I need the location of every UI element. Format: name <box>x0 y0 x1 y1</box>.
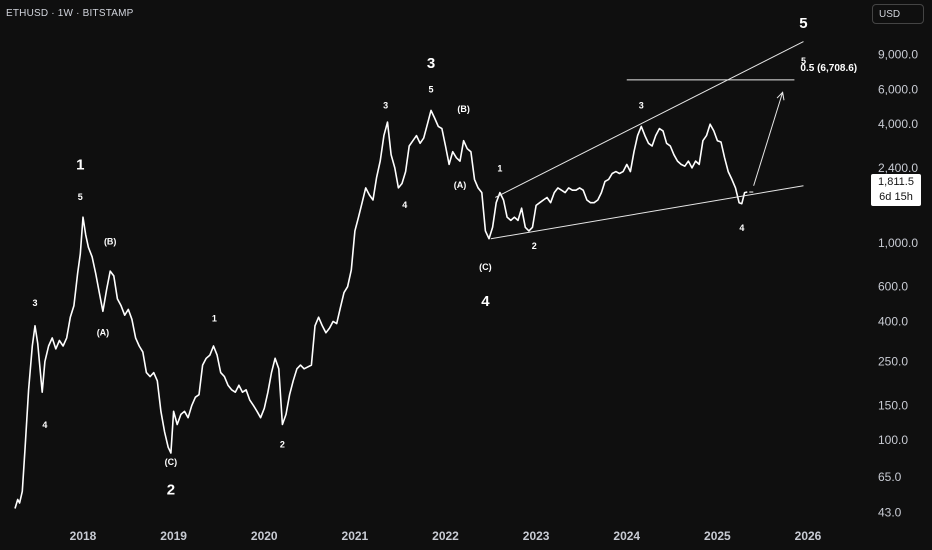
wave-label: 3 <box>32 298 37 308</box>
last-price-tag: 1,811.5 6d 15h <box>871 174 921 206</box>
x-tick-label: 2022 <box>432 529 459 543</box>
y-tick-label: 6,000.0 <box>878 82 918 96</box>
x-axis[interactable]: 2018 2019 2020 2021 2022 2023 2024 2025 2026 <box>70 529 822 543</box>
wave-label: (B) <box>104 237 117 247</box>
x-tick-label: 2019 <box>160 529 187 543</box>
currency-selector[interactable]: USD <box>872 4 924 24</box>
y-tick-label: 150.0 <box>878 398 908 412</box>
price-series-layer <box>14 109 748 509</box>
projection-arrow <box>753 92 784 186</box>
wave-label: 5 <box>801 56 806 66</box>
wave-label: 4 <box>481 293 490 310</box>
y-tick-label: 2,400.0 <box>878 161 918 175</box>
wave-label: 1 <box>497 164 502 174</box>
wave-label: 5 <box>78 192 83 202</box>
wedge-lower <box>490 185 804 240</box>
y-tick-label: 100.0 <box>878 433 908 447</box>
x-tick-label: 2026 <box>795 529 822 543</box>
x-tick-label: 2018 <box>70 529 97 543</box>
x-tick-label: 2021 <box>342 529 369 543</box>
wave-label: 2 <box>532 241 537 251</box>
y-tick-label: 65.0 <box>878 470 902 484</box>
wedge-upper <box>495 41 804 198</box>
wave-label: 1 <box>212 313 217 323</box>
y-tick-label: 9,000.0 <box>878 48 918 62</box>
wave-label: 2 <box>280 439 285 449</box>
wave-label: 2 <box>167 482 175 499</box>
wave-label: (A) <box>454 180 467 190</box>
wave-label: (A) <box>97 327 110 337</box>
wave-label: (C) <box>479 262 492 272</box>
wave-label: 4 <box>42 420 47 430</box>
wave-label: (C) <box>165 457 178 467</box>
wave-label: 1 <box>76 157 84 174</box>
y-axis[interactable]: 9,000.0 6,000.0 4,000.0 2,400.0 1,000.0 600.0… <box>878 48 918 520</box>
x-tick-label: 2024 <box>613 529 640 543</box>
wave-label: 5 <box>799 15 807 32</box>
bar-countdown: 6d 15h <box>879 191 913 203</box>
wave-label: 3 <box>383 101 388 111</box>
x-tick-label: 2023 <box>523 529 550 543</box>
x-tick-label: 2025 <box>704 529 731 543</box>
y-tick-label: 600.0 <box>878 280 908 294</box>
wave-label: 3 <box>427 55 435 72</box>
projection-arrowhead <box>776 91 785 101</box>
y-tick-label: 250.0 <box>878 355 908 369</box>
x-tick-label: 2020 <box>251 529 278 543</box>
wave-label-layer: 1 5 3 4 (B) (A) (C) 2 1 2 3 5 3 4 (B) (A) (C) 4 1 2 3 4 5 5 <box>32 15 807 499</box>
trendline-layer <box>490 41 804 240</box>
wave-label: 4 <box>402 200 407 210</box>
wave-label: 4 <box>739 223 744 233</box>
wave-label: (B) <box>457 104 470 114</box>
price-line <box>14 109 748 509</box>
symbol-title[interactable]: ETHUSD · 1W · BITSTAMP <box>6 8 134 19</box>
y-tick-label: 400.0 <box>878 314 908 328</box>
y-tick-label: 1,000.0 <box>878 236 918 250</box>
wave-label: 3 <box>639 101 644 111</box>
wave-label: 5 <box>428 84 433 94</box>
last-price: 1,811.5 <box>878 176 914 188</box>
y-tick-label: 4,000.0 <box>878 117 918 131</box>
fib-level-label: 0.5 (6,708.6) <box>800 63 857 74</box>
y-tick-label: 43.0 <box>878 505 902 519</box>
